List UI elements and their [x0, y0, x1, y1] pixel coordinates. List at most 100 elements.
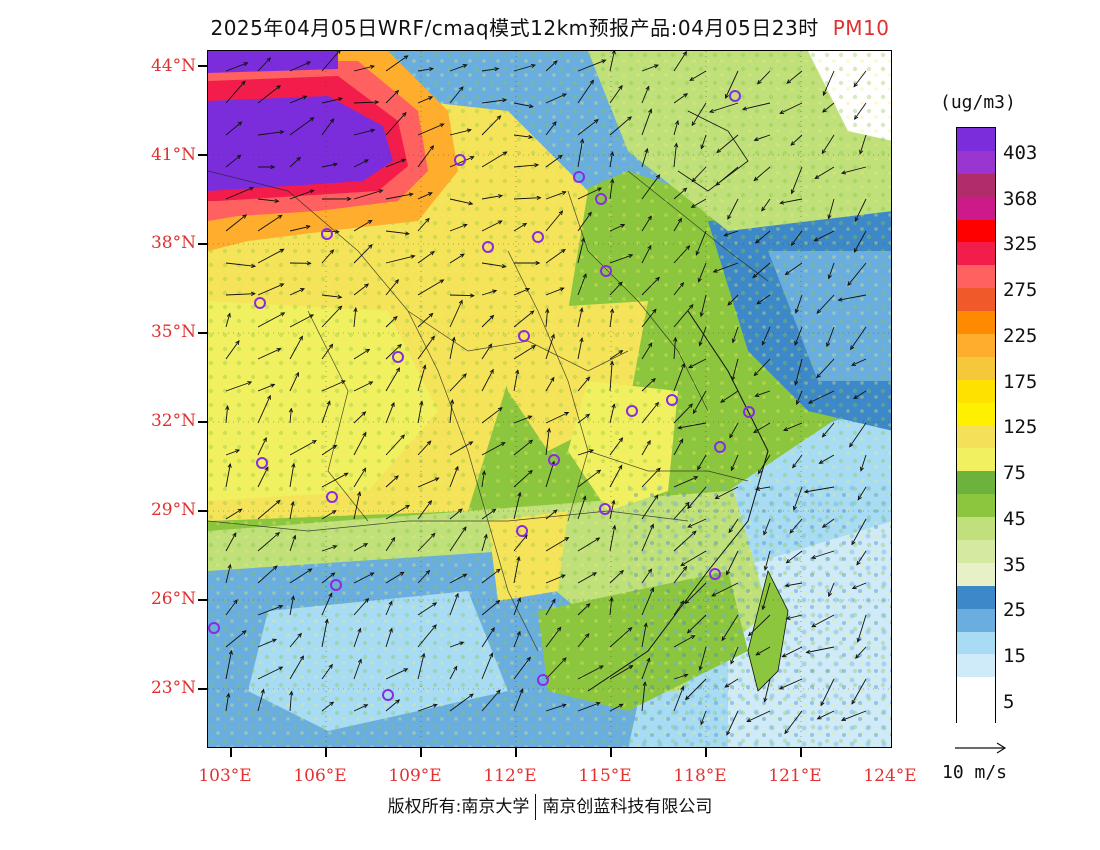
colorbar-block: [957, 517, 995, 541]
colorbar-block: [957, 150, 995, 174]
wind-arrow: [577, 139, 584, 168]
wind-arrow-head: [243, 62, 249, 67]
wind-arrow: [321, 619, 328, 648]
wind-arrow-head: [405, 504, 411, 509]
wind-arrow: [257, 466, 269, 488]
wind-arrow: [321, 344, 333, 360]
copyright-left: 版权所有:南京大学: [387, 797, 530, 817]
colorbar-block: [957, 334, 995, 357]
wind-arrow: [641, 148, 648, 168]
wind-arrow: [417, 500, 432, 520]
wind-arrow-head: [496, 115, 502, 120]
wind-arrow: [257, 348, 281, 360]
wind-arrow-head: [275, 532, 280, 537]
wind-arrow-head: [822, 91, 827, 97]
lat-label-38: 38°N: [150, 233, 196, 253]
wind-arrow: [321, 380, 346, 392]
wind-arrow: [641, 109, 652, 136]
wind-arrow-head: [592, 572, 598, 577]
wind-arrow: [513, 534, 528, 552]
wind-arrow: [786, 550, 803, 564]
wind-arrow-head: [495, 599, 501, 605]
wind-arrow: [577, 603, 591, 616]
wind-arrow-head: [251, 263, 257, 269]
wind-arrow: [755, 390, 771, 397]
colorbar-block: [957, 265, 995, 289]
wind-arrow: [821, 134, 835, 154]
wind-arrow: [857, 486, 867, 500]
wind-arrow-head: [784, 583, 790, 588]
wind-arrow-head: [646, 439, 651, 445]
wind-arrow-head: [226, 692, 231, 698]
wind-arrow-head: [328, 663, 333, 669]
wind-arrow-head: [851, 540, 856, 546]
wind-arrow: [577, 496, 586, 520]
wind-arrow: [449, 593, 459, 616]
wind-arrow-head: [264, 466, 269, 472]
wind-arrow: [793, 486, 803, 510]
wind-arrow: [289, 372, 299, 392]
wind-arrow: [641, 524, 654, 552]
wind-arrow: [715, 166, 739, 186]
wind-arrow-head: [462, 573, 468, 578]
wind-arrow-head: [628, 665, 634, 670]
wind-arrow: [724, 678, 739, 688]
wind-arrow: [225, 564, 231, 584]
wind-arrow: [577, 572, 597, 584]
wind-arrow-head: [453, 665, 458, 671]
wind-arrow: [577, 702, 600, 712]
wind-arrow: [816, 294, 835, 314]
wind-arrow-head: [693, 476, 699, 481]
wind-arrow: [225, 532, 237, 552]
wind-arrow: [385, 475, 399, 488]
wind-arrow: [673, 686, 684, 712]
wind-arrow-head: [422, 364, 427, 370]
wind-arrow: [577, 308, 583, 328]
wind-arrow-head: [688, 364, 694, 369]
wind-arrow-head: [585, 376, 591, 382]
wind-arrow: [545, 412, 569, 424]
wind-arrow-head: [784, 729, 789, 735]
wind-arrow-head: [649, 523, 654, 529]
wind-arrow-head: [306, 61, 312, 66]
wind-arrow-head: [582, 495, 587, 501]
wind-arrow: [724, 230, 739, 237]
wind-arrow: [727, 294, 739, 306]
wind-arrow-head: [357, 658, 362, 664]
wind-arrow: [729, 422, 739, 438]
wind-arrow: [289, 501, 294, 520]
wind-arrow: [257, 57, 271, 72]
wind-arrow-head: [795, 400, 800, 406]
wind-arrow-head: [270, 164, 276, 170]
lon-label-109: 109°E: [388, 766, 442, 786]
wind-arrow-head: [691, 530, 697, 536]
wind-arrow-head: [364, 597, 370, 603]
wind-arrow-head: [618, 281, 623, 287]
wind-arrow: [742, 102, 771, 110]
wind-arrow: [784, 710, 803, 734]
wind-arrow-head: [462, 373, 467, 378]
wind-arrow-head: [731, 376, 736, 382]
wind-arrow-head: [595, 537, 601, 542]
wind-arrow: [641, 174, 660, 200]
wind-arrow: [786, 70, 803, 84]
wind-arrow-head: [491, 508, 497, 514]
wind-arrow: [700, 710, 707, 725]
wind-arrow: [577, 273, 587, 296]
wind-arrow-head: [270, 383, 276, 388]
wind-arrow: [257, 283, 284, 296]
wind-arrow: [449, 373, 467, 392]
wind-arrow-head: [459, 253, 465, 258]
wind-arrow-head: [307, 568, 313, 573]
wind-arrow-head: [432, 703, 438, 708]
wind-arrow-head: [784, 270, 790, 276]
wind-arrow-head: [700, 720, 705, 726]
wind-arrow: [545, 121, 557, 136]
wind-arrow-head: [652, 308, 657, 314]
wind-arrow: [449, 198, 473, 205]
wind-arrow: [687, 518, 707, 528]
wind-arrow: [641, 342, 653, 360]
wind-arrow-head: [516, 597, 521, 603]
wind-arrow: [577, 449, 594, 456]
wind-arrow: [577, 469, 601, 488]
